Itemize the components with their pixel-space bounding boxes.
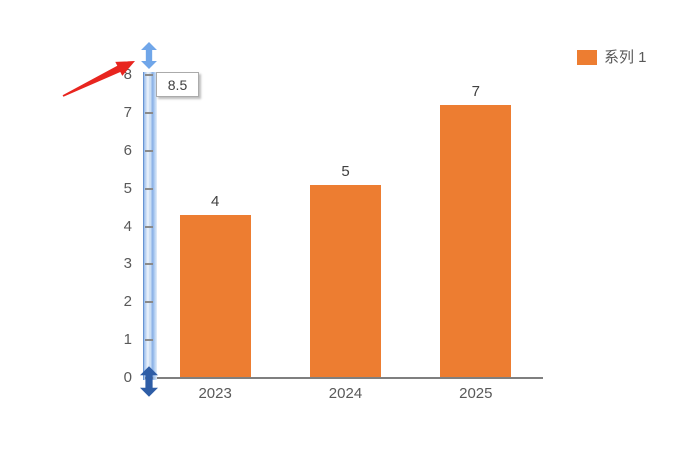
bar-2025 bbox=[440, 105, 512, 377]
bar-2023 bbox=[179, 215, 251, 377]
y-axis-tick-mark bbox=[145, 187, 153, 190]
axis-drag-handle-bottom-icon[interactable] bbox=[140, 365, 158, 398]
bar-data-label: 5 bbox=[341, 162, 350, 180]
y-axis-tick-label: 2 bbox=[123, 293, 132, 311]
bar-2024 bbox=[309, 184, 381, 377]
y-axis-tick-mark bbox=[145, 149, 153, 152]
legend-series-label: 系列 1 bbox=[604, 49, 647, 66]
y-axis-tick-mark bbox=[145, 263, 153, 266]
legend-swatch bbox=[577, 50, 597, 65]
double-arrow-icon bbox=[140, 366, 158, 397]
x-axis-category-label: 2025 bbox=[459, 385, 493, 402]
axis-drag-handle-top-icon[interactable] bbox=[141, 42, 157, 69]
double-arrow-icon bbox=[141, 42, 157, 69]
x-axis-category-label: 2023 bbox=[198, 385, 232, 402]
x-axis-category-label: 2024 bbox=[328, 385, 363, 402]
y-axis-tick-mark bbox=[145, 339, 153, 342]
bar-data-label: 4 bbox=[210, 193, 220, 211]
axis-max-tooltip-value: 8.5 bbox=[167, 76, 188, 93]
y-axis-tick-label: 5 bbox=[123, 179, 132, 197]
y-axis-tick-label: 7 bbox=[123, 103, 132, 121]
y-axis-tick-label: 6 bbox=[123, 141, 132, 159]
y-axis-tick-label: 0 bbox=[123, 369, 132, 386]
y-axis-tick-label: 1 bbox=[123, 331, 132, 349]
bar-data-label: 7 bbox=[471, 83, 480, 101]
y-axis-tick-label: 4 bbox=[123, 217, 132, 235]
y-axis-tick-mark bbox=[145, 301, 153, 304]
red-arrow-shape bbox=[62, 61, 135, 97]
y-axis-tick-mark bbox=[145, 225, 153, 228]
y-axis-tick-mark bbox=[145, 111, 153, 114]
y-axis-tick-label: 3 bbox=[123, 255, 132, 273]
axis-max-tooltip: 8.5 bbox=[156, 72, 199, 97]
y-axis-tick-label: 8 bbox=[123, 66, 132, 83]
x-axis-line bbox=[148, 377, 543, 379]
y-axis-tick-mark bbox=[145, 74, 153, 76]
red-arrow-annotation-icon bbox=[62, 61, 135, 97]
legend: 系列 1 bbox=[577, 49, 647, 66]
